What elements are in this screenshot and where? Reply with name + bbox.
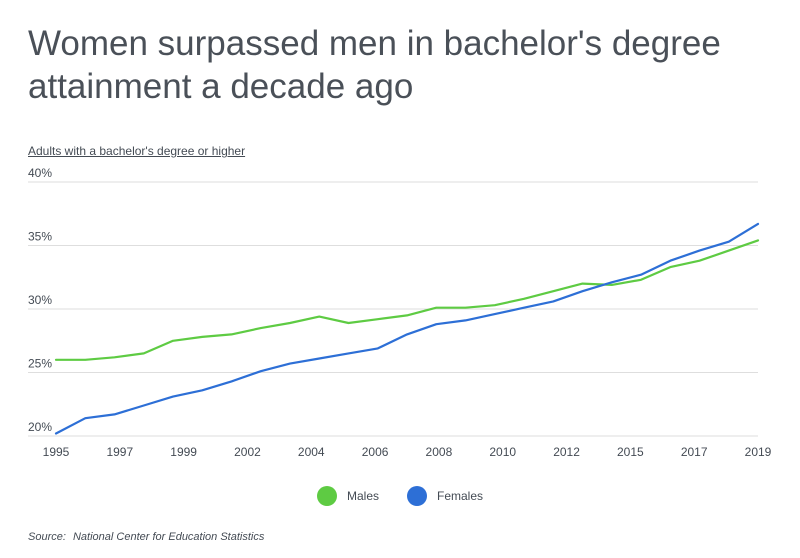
x-tick-label: 2006 [362,445,389,459]
y-tick-label: 35% [28,230,52,244]
series-line-females [54,222,760,435]
y-tick-label: 40% [28,166,52,180]
y-tick-label: 25% [28,357,52,371]
x-tick-label: 1995 [43,445,70,459]
y-tick-label: 20% [28,420,52,434]
x-tick-label: 2019 [745,445,772,459]
x-tick-label: 2002 [234,445,261,459]
x-tick-label: 1999 [170,445,197,459]
legend-label-females: Females [437,489,484,503]
source-note: Source: National Center for Education St… [28,531,264,543]
females-swatch-icon [407,486,427,506]
x-tick-label: 2008 [426,445,453,459]
gridlines [28,181,758,437]
source-label: Source: [28,531,66,543]
chart-title: Women surpassed men in bachelor's degree… [28,24,721,106]
x-tick-label: 2012 [553,445,580,459]
x-tick-label: 1997 [106,445,133,459]
line-chart: 20% 25% 30% 35% 40% 1995 1997 1999 2002 2004 2006… [28,166,772,459]
x-tick-label: 2017 [681,445,708,459]
x-tick-label: 2015 [617,445,644,459]
males-swatch-icon [316,486,337,506]
y-axis-label: Adults with a bachelor's degree or highe… [28,144,246,158]
legend-label-males: Males [346,489,379,503]
legend-item-females[interactable]: Females [407,486,483,506]
x-tick-label: 2004 [298,445,325,459]
legend-item-males[interactable]: Males [316,486,379,506]
x-tick-label: 2010 [489,445,516,459]
y-axis-ticks: 20% 25% 30% 35% 40% [28,166,52,434]
legend: Males Females [0,486,800,506]
x-axis-ticks: 1995 1997 1999 2002 2004 2006 2008 2010 2012 2015… [43,445,772,459]
series-lines [54,222,760,435]
source-text: National Center for Education Statistics [72,531,265,543]
y-tick-label: 30% [28,293,52,307]
series-line-males [54,239,760,361]
